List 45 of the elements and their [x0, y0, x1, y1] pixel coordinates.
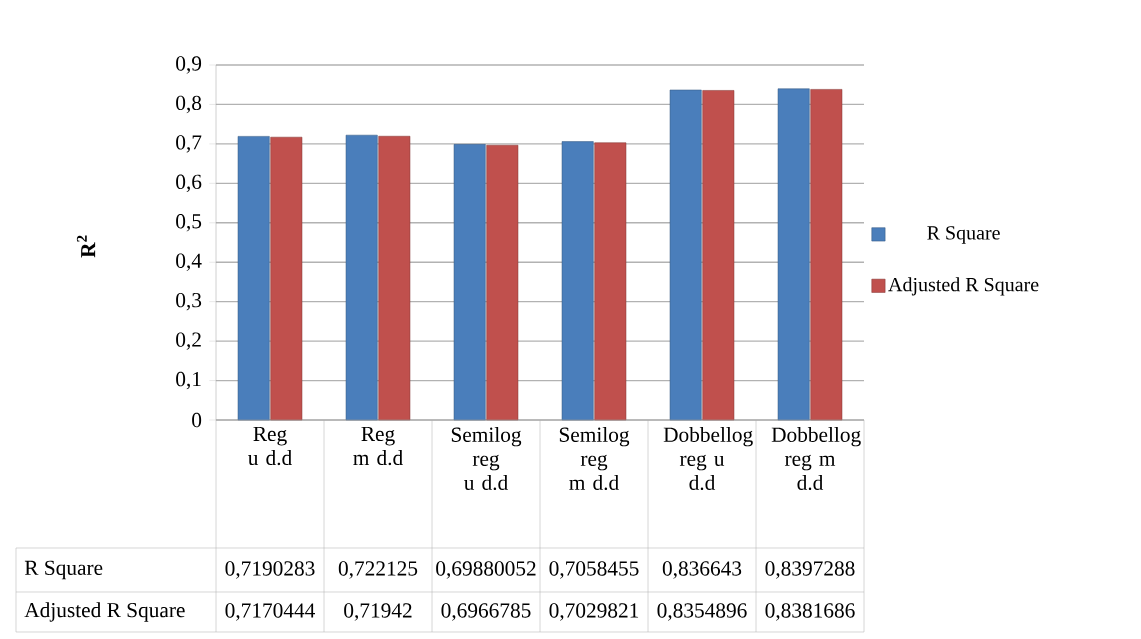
- text: Adjusted R Square: [24, 602, 185, 622]
- data-label: 0,8397288: [765, 561, 855, 579]
- bar: [561, 141, 594, 421]
- legend-label: Adjusted R Square: [888, 277, 1039, 296]
- bar: [237, 136, 270, 421]
- x-tick-label: Semilog reg m d.d: [559, 426, 630, 491]
- bar: [486, 144, 519, 421]
- bar: [453, 144, 486, 421]
- y-tick-label: 0,5: [176, 214, 202, 232]
- data-label: 0,8381686: [765, 603, 855, 621]
- y-tick-label: 0,4: [176, 253, 202, 271]
- y-tick-label: 0,8: [176, 95, 202, 114]
- y-tick-label: 0,7: [176, 135, 202, 153]
- y-tick-label: 0,6: [176, 174, 202, 193]
- x-tick-label: Reg u d.d: [248, 426, 292, 466]
- y-tick-label: 0: [192, 412, 202, 428]
- data-label: 0,8354896: [657, 603, 747, 621]
- data-label: 0,7058455: [549, 561, 639, 579]
- x-tick-label: Dobbellog reg m d.d: [771, 426, 861, 491]
- x-tick-label: Dobbellog reg u d.d: [663, 426, 753, 491]
- y-tick-label: 0,3: [176, 292, 202, 311]
- y-tick-label: 0,1: [176, 371, 201, 390]
- data-label: 0,836643: [662, 561, 742, 579]
- x-tick-label: Semilog reg u d.d: [451, 426, 522, 491]
- bar: [669, 89, 702, 421]
- y-tick-label: 0,2: [176, 332, 201, 350]
- y-axis-title: R$^{2}$: [76, 235, 96, 258]
- data-label: 0,71942: [344, 603, 412, 621]
- bar: [270, 136, 303, 421]
- bar: [777, 88, 810, 421]
- bar: [345, 134, 378, 421]
- bar: [810, 89, 843, 421]
- y-tick-label: 0,9: [176, 56, 202, 74]
- data-label: 0,7190283: [225, 561, 315, 579]
- data-label: 0,69880052: [436, 561, 536, 579]
- bar: [702, 90, 735, 421]
- text: R Square: [24, 560, 103, 580]
- data-label: 0,7170444: [225, 603, 315, 621]
- x-tick-label: Reg m d.d: [353, 426, 403, 466]
- data-label: 0,6966785: [441, 603, 531, 621]
- legend-label: R Square: [927, 226, 1000, 244]
- bar: [378, 135, 411, 421]
- data-label: 0,722125: [338, 561, 418, 579]
- bar: [594, 142, 627, 421]
- data-label: 0,7029821: [549, 603, 639, 621]
